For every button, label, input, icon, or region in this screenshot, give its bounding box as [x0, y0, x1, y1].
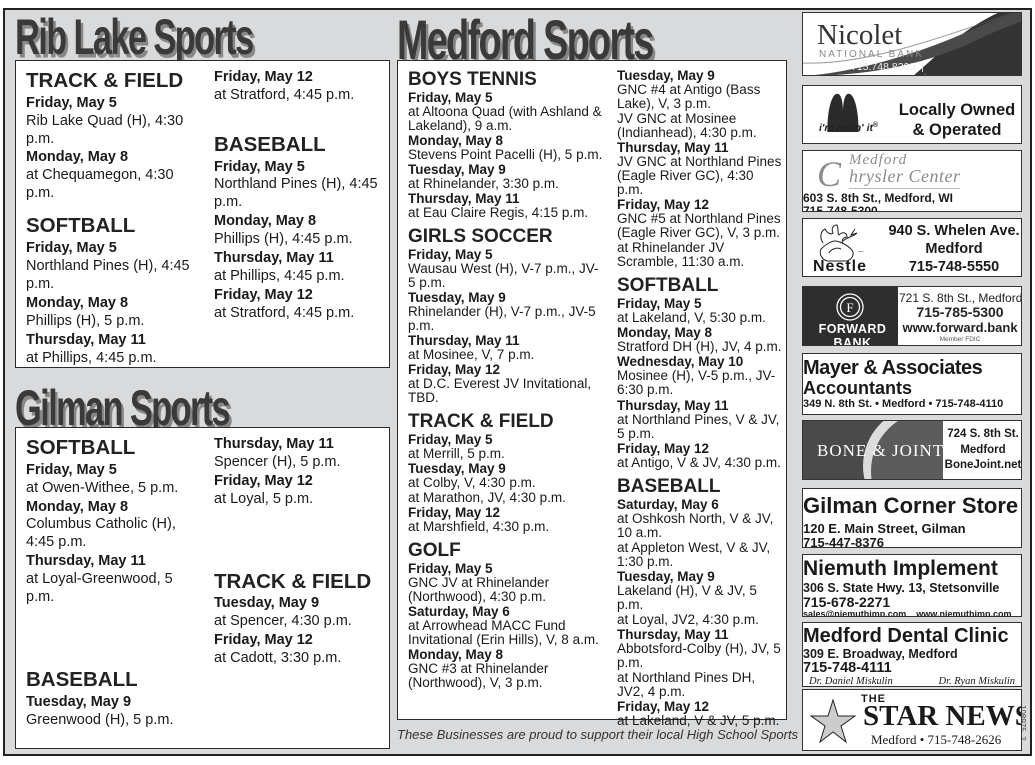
svg-text:F: F [846, 300, 853, 315]
